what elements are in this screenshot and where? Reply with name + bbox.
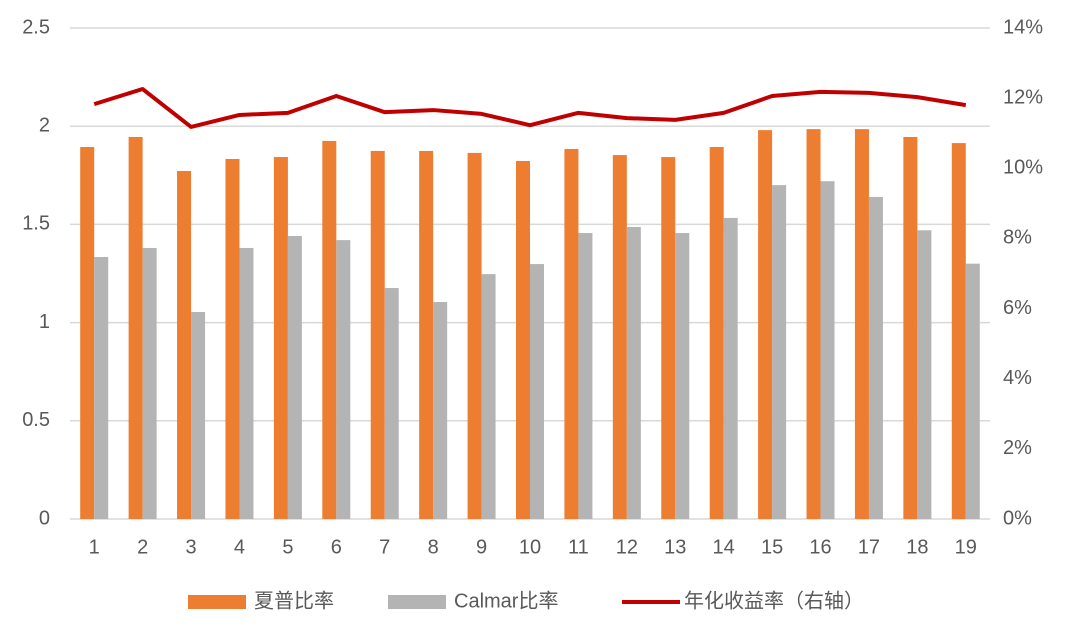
y2-tick-label: 2%: [1003, 437, 1032, 459]
bar: [225, 158, 240, 520]
x-tick-label: 1: [89, 536, 100, 558]
bar: [675, 233, 690, 519]
y2-tick-label: 14%: [1003, 16, 1043, 38]
bar: [191, 311, 206, 519]
bar: [806, 129, 821, 519]
bar: [965, 263, 980, 519]
bar: [128, 137, 143, 519]
x-tick-label: 17: [858, 536, 880, 558]
bar: [578, 233, 593, 519]
bar: [820, 181, 835, 519]
x-tick-label: 2: [137, 536, 148, 558]
y-tick-label: 1: [39, 311, 50, 333]
x-tick-label: 5: [282, 536, 293, 558]
legend-label: 夏普比率: [254, 589, 334, 612]
x-tick-label: 14: [713, 536, 735, 558]
bar: [287, 235, 302, 519]
x-tick-label: 8: [428, 536, 439, 558]
bar: [868, 196, 883, 520]
x-tick-label: 6: [331, 536, 342, 558]
x-tick-label: 15: [761, 536, 783, 558]
bar: [433, 301, 448, 519]
y-tick-label: 2.5: [22, 16, 50, 38]
bar: [80, 147, 95, 519]
x-tick-label: 18: [906, 536, 928, 558]
y-tick-label: 2: [39, 114, 50, 136]
bar: [142, 247, 157, 519]
bar: [917, 230, 932, 520]
bar: [612, 155, 627, 519]
bar: [370, 150, 385, 519]
bar: [564, 148, 579, 519]
bar: [322, 140, 337, 519]
legend-swatch: [188, 595, 246, 609]
bar: [94, 257, 109, 519]
line: [93, 87, 967, 129]
bar: [336, 240, 351, 519]
x-tick-label: 12: [616, 536, 638, 558]
y2-tick-label: 10%: [1003, 157, 1043, 179]
legend-label: 年化收益率（右轴）: [684, 589, 864, 612]
bar: [723, 217, 738, 519]
bar: [419, 150, 434, 519]
bar: [239, 247, 254, 519]
y2-tick-label: 12%: [1003, 86, 1043, 108]
legend-label: Calmar比率: [454, 589, 558, 612]
bar: [951, 143, 966, 519]
bar: [273, 157, 288, 520]
x-tick-label: 7: [379, 536, 390, 558]
y2-tick-label: 0%: [1003, 507, 1032, 529]
bar: [758, 130, 773, 520]
bar: [177, 170, 192, 520]
bar: [516, 160, 530, 519]
x-tick-label: 10: [519, 536, 541, 558]
x-tick-label: 13: [664, 536, 686, 558]
x-tick-label: 9: [476, 536, 487, 558]
bar: [661, 157, 676, 520]
y2-tick-label: 6%: [1003, 297, 1032, 319]
y2-tick-label: 8%: [1003, 227, 1032, 249]
x-tick-label: 16: [809, 536, 831, 558]
x-tick-label: 4: [234, 536, 245, 558]
legend-swatch: [388, 595, 446, 609]
bar: [903, 137, 918, 519]
x-tick-label: 11: [568, 536, 589, 558]
x-tick-label: 3: [185, 536, 196, 558]
x-tick-label: 19: [955, 536, 977, 558]
bar: [854, 129, 869, 519]
bar: [530, 264, 544, 519]
bar: [709, 147, 724, 519]
bar: [626, 226, 641, 520]
bar: [467, 152, 482, 519]
bar: [772, 185, 787, 519]
y2-tick-label: 4%: [1003, 367, 1032, 389]
bar: [384, 288, 399, 519]
y-tick-label: 1.5: [22, 213, 50, 235]
bar: [481, 274, 496, 519]
y-tick-label: 0: [39, 507, 50, 529]
y-tick-label: 0.5: [22, 409, 50, 431]
